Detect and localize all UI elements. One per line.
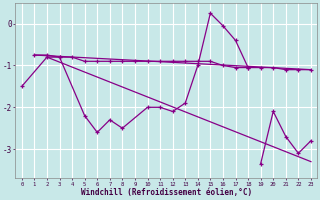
X-axis label: Windchill (Refroidissement éolien,°C): Windchill (Refroidissement éolien,°C) xyxy=(81,188,252,197)
